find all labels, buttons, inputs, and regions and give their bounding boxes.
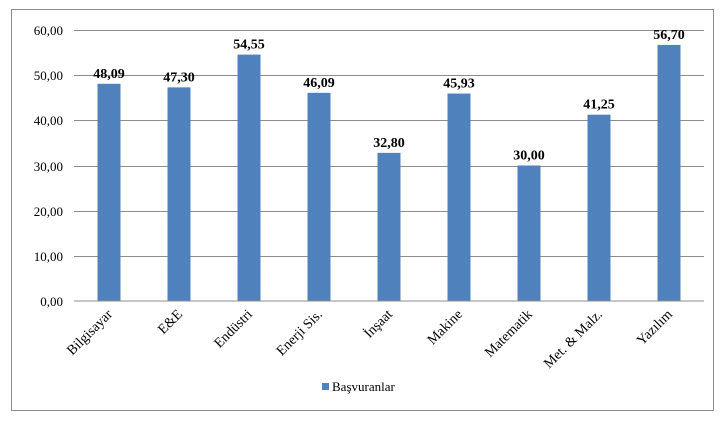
y-tick-label: 10,00 <box>34 249 63 264</box>
legend-swatch <box>322 383 329 390</box>
x-tick-label: E&E <box>155 307 185 337</box>
bar-value-label: 54,55 <box>233 38 265 53</box>
bar <box>657 44 681 301</box>
bar-value-label: 48,09 <box>93 67 125 82</box>
y-tick-label: 30,00 <box>34 159 63 174</box>
bar-value-labels: 48,09 47,30 54,55 46,09 32,80 45,93 30,00 41,25… <box>93 28 685 164</box>
bar-value-label: 41,25 <box>583 98 615 113</box>
bar <box>97 83 121 301</box>
x-tick-label: Bilgisayar <box>65 307 117 359</box>
bar <box>167 87 191 301</box>
bars <box>97 44 681 302</box>
y-tick-label: 60,00 <box>34 23 63 38</box>
legend: Başvuranlar <box>322 379 395 394</box>
y-tick-label: 20,00 <box>34 204 63 219</box>
x-tick-label: Enerji Sis. <box>274 307 326 359</box>
bar-value-label: 32,80 <box>373 136 405 151</box>
x-tick-label: Endüstri <box>212 307 256 351</box>
x-tick-label: Makine <box>425 307 466 348</box>
y-tick-label: 40,00 <box>34 113 63 128</box>
bar-value-label: 45,93 <box>443 77 475 92</box>
bar-value-label: 56,70 <box>653 28 685 43</box>
y-tick-label: 0,00 <box>40 294 63 309</box>
bar <box>377 152 401 301</box>
x-axis-tick-labels: Bilgisayar E&E Endüstri Enerji Sis. İnşaat Ma… <box>65 306 676 371</box>
bar <box>237 54 261 302</box>
x-tick-label: Matematik <box>482 307 535 360</box>
x-tick-label: Yazılım <box>634 307 676 349</box>
x-tick-label: İnşaat <box>361 306 396 341</box>
bar <box>307 92 331 301</box>
y-tick-label: 50,00 <box>34 68 63 83</box>
bar <box>447 93 471 301</box>
bar-value-label: 47,30 <box>163 70 195 85</box>
bar-value-label: 46,09 <box>303 76 335 91</box>
bar-value-label: 30,00 <box>513 149 545 164</box>
legend-label: Başvuranlar <box>332 379 395 394</box>
bar <box>517 165 541 301</box>
x-tick-label: Met. & Malz. <box>541 307 606 372</box>
bar <box>587 114 611 301</box>
y-axis-tick-labels: 0,00 10,00 20,00 30,00 40,00 50,00 60,00 <box>34 23 63 309</box>
